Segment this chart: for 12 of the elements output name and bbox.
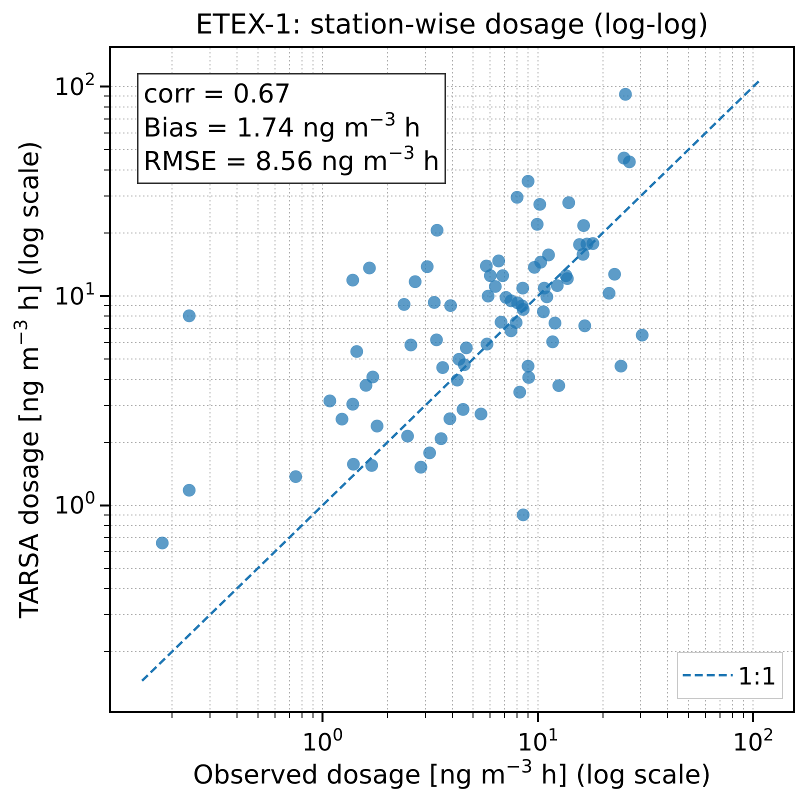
x-axis-title: Observed dosage [ng m$^{−3}$ h] (log scale) [193,756,711,791]
y-tick-label: 10$^{2}$ [54,68,96,102]
x-tick-label: 10$^{1}$ [517,724,559,757]
x-tick-label: 10$^{0}$ [302,724,344,757]
annotation: Bias = 1.74 ng m$^{−3}$ h [144,109,421,144]
y-tick-label: 10$^{1}$ [54,278,96,310]
annotation: RMSE = 8.56 ng m$^{−3}$ h [144,143,440,178]
x-tick-label: 10$^{2}$ [732,724,774,757]
chart-title: ETEX-1: station-wise dosage (log-log) [196,8,708,41]
annotation: corr = 0.67 [144,80,291,110]
legend-label: 1:1 [738,662,776,691]
y-tick-label: 10$^{0}$ [54,488,96,520]
